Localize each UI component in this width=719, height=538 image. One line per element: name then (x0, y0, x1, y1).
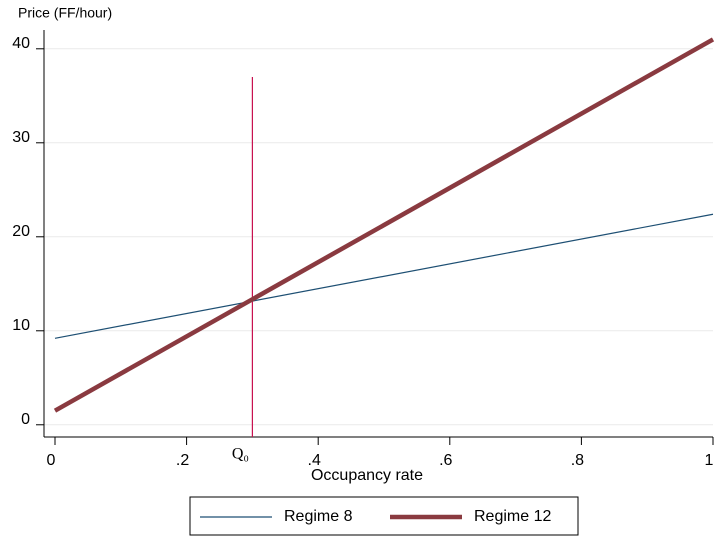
y-axis-title: Price (FF/hour) (18, 5, 112, 21)
annotation: Q₀ (232, 446, 249, 463)
x-tick-label: .4 (308, 452, 321, 469)
y-tick-label: 40 (12, 35, 30, 52)
x-axis-title: Occupancy rate (311, 467, 423, 484)
y-tick-label: 10 (12, 317, 30, 334)
y-tick-label: 30 (12, 129, 30, 146)
x-tick-label: 1 (705, 452, 714, 469)
legend-label: Regime 8 (284, 508, 353, 525)
legend-label: Regime 12 (474, 508, 551, 525)
y-tick-label: 20 (12, 223, 30, 240)
legend-box (189, 496, 579, 536)
series-line (54, 213, 714, 339)
x-tick-label: .6 (439, 452, 452, 469)
y-tick-label: 0 (21, 411, 30, 428)
x-tick-label: 0 (47, 452, 56, 469)
x-tick-label: .2 (176, 452, 189, 469)
x-tick-label: .8 (571, 452, 584, 469)
series-line (53, 37, 715, 413)
